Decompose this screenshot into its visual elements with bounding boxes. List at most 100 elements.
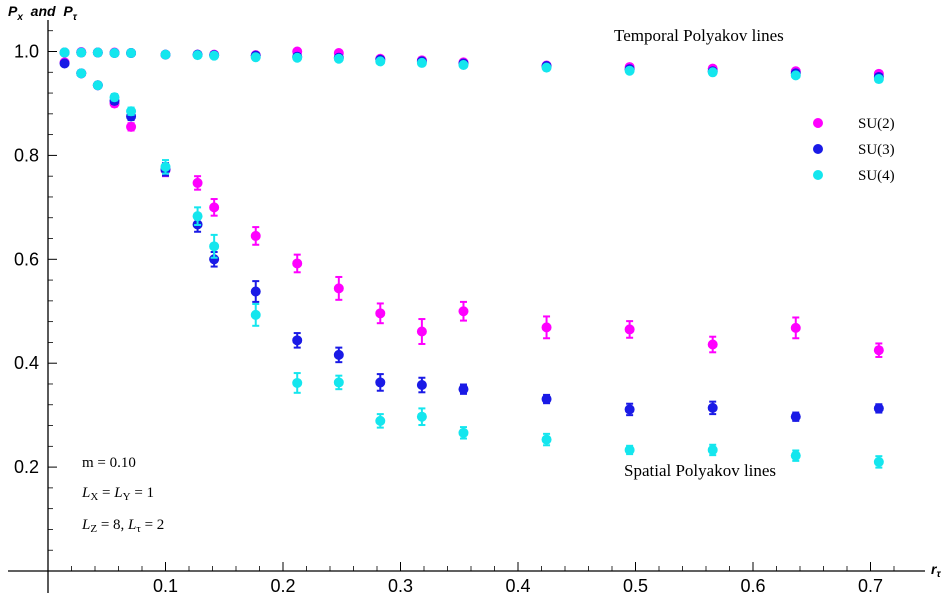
data-point-spatial (333, 377, 344, 388)
data-point-spatial (458, 427, 469, 438)
data-point-spatial (624, 324, 635, 335)
y-axis-title-part: P (8, 3, 18, 19)
data-point-temporal (873, 74, 884, 85)
data-point-spatial (209, 202, 220, 213)
data-point-temporal (541, 62, 552, 73)
data-point-spatial (707, 402, 718, 413)
data-point-spatial (192, 177, 203, 188)
data-point-spatial (126, 121, 137, 132)
data-point-spatial (292, 258, 303, 269)
x-tick-label: 0.1 (153, 576, 178, 596)
x-tick-label: 0.4 (505, 576, 530, 596)
data-point-spatial (375, 377, 386, 388)
param-lz-lt-part: Z (90, 523, 97, 535)
data-point-spatial (790, 411, 801, 422)
x-axis-title: rτ (931, 561, 941, 580)
data-point-spatial (624, 444, 635, 455)
data-point-temporal (250, 52, 261, 63)
data-point-temporal (707, 67, 718, 78)
legend-marker (813, 118, 823, 128)
param-lz-lt-part: = 8, (97, 517, 128, 533)
legend-label: SU(3) (858, 142, 895, 158)
data-point-spatial (873, 403, 884, 414)
param-lx-ly-part: Y (123, 491, 131, 503)
data-point-spatial (375, 308, 386, 319)
data-point-spatial (624, 404, 635, 415)
legend-marker (813, 170, 823, 180)
data-point-temporal (109, 48, 120, 59)
data-point-temporal (375, 56, 386, 67)
data-point-spatial (707, 339, 718, 350)
param-lz-lt: LZ = 8, Lτ = 2 (81, 517, 164, 535)
legend-label: SU(2) (858, 116, 895, 132)
param-lz-lt-part: L (127, 517, 136, 533)
param-lx-ly-part: X (90, 491, 98, 503)
data-point-temporal (192, 50, 203, 61)
data-point-spatial (76, 68, 87, 79)
param-lz-lt-part: = 2 (141, 517, 164, 533)
data-point-spatial (59, 58, 70, 69)
y-axis-title-subscript: x (16, 12, 23, 23)
y-tick-label: 0.8 (14, 145, 39, 165)
data-point-temporal (92, 47, 103, 58)
y-axis-title: Px and Pτ (8, 3, 78, 23)
data-point-spatial (109, 92, 120, 103)
y-axis-title-part: and (23, 3, 63, 19)
data-point-spatial (873, 345, 884, 356)
data-point-spatial (126, 106, 137, 117)
data-point-spatial (92, 80, 103, 91)
x-tick-label: 0.6 (740, 576, 765, 596)
y-tick-label: 1.0 (14, 42, 39, 62)
data-point-spatial (250, 309, 261, 320)
data-point-spatial (192, 211, 203, 222)
data-point-spatial (458, 306, 469, 317)
param-lx-ly-part: = 1 (131, 485, 154, 501)
param-lx-ly-part: L (113, 485, 122, 501)
data-point-spatial (790, 322, 801, 333)
data-point-spatial (292, 335, 303, 346)
y-tick-label: 0.2 (14, 457, 39, 477)
x-tick-label: 0.7 (858, 576, 883, 596)
data-point-spatial (250, 230, 261, 241)
data-point-spatial (873, 456, 884, 467)
y-axis-title-subscript: τ (73, 12, 78, 23)
y-axis-title-part: P (63, 3, 73, 19)
data-point-spatial (541, 322, 552, 333)
x-tick-label: 0.3 (388, 576, 413, 596)
data-point-spatial (209, 241, 220, 252)
data-point-spatial (458, 384, 469, 395)
x-axis-title-part: r (931, 561, 938, 577)
data-point-spatial (416, 380, 427, 391)
data-point-spatial (790, 450, 801, 461)
data-point-spatial (416, 326, 427, 337)
data-point-temporal (76, 47, 87, 58)
annotation-temporal: Temporal Polyakov lines (614, 26, 784, 45)
labels-group: 0.1 0.2 0.3 0.4 0.5 0.6 0.7 0.2 0.4 0.6 0.8 1.0 Px a… (8, 3, 941, 596)
data-point-temporal (416, 57, 427, 68)
data-point-spatial (541, 434, 552, 445)
marks-group (59, 46, 884, 469)
data-point-temporal (624, 65, 635, 76)
data-point-temporal (292, 52, 303, 63)
data-point-spatial (541, 394, 552, 405)
param-lx-ly: LX = LY = 1 (81, 485, 154, 503)
data-point-temporal (160, 49, 171, 60)
data-point-temporal (333, 53, 344, 64)
param-lx-ly-part: = (98, 485, 114, 501)
annotation-spatial: Spatial Polyakov lines (624, 461, 776, 480)
param-m: m = 0.10 (82, 455, 136, 471)
x-axis-title-subscript: τ (936, 569, 941, 580)
data-point-spatial (333, 283, 344, 294)
data-point-temporal (126, 48, 137, 59)
param-lx-ly-part: L (81, 485, 90, 501)
y-tick-label: 0.6 (14, 249, 39, 269)
legend-marker (813, 144, 823, 154)
legend-label: SU(4) (858, 168, 895, 184)
y-tick-label: 0.4 (14, 353, 39, 373)
data-point-temporal (458, 60, 469, 71)
param-lz-lt-part: L (81, 517, 90, 533)
data-point-spatial (250, 286, 261, 297)
data-point-spatial (416, 411, 427, 422)
